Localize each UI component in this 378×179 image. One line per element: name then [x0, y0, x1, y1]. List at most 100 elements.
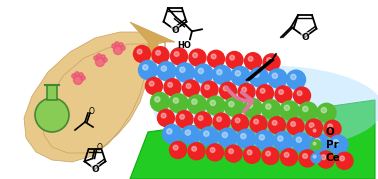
Circle shape: [192, 99, 197, 104]
Circle shape: [181, 126, 200, 145]
Circle shape: [229, 149, 234, 154]
Circle shape: [75, 72, 79, 76]
Circle shape: [173, 145, 178, 150]
Circle shape: [217, 117, 222, 122]
Text: O: O: [89, 107, 95, 115]
Circle shape: [321, 155, 326, 160]
Circle shape: [329, 135, 348, 154]
Circle shape: [168, 83, 172, 87]
Circle shape: [305, 119, 322, 136]
Circle shape: [229, 101, 234, 107]
Circle shape: [200, 127, 218, 146]
Circle shape: [266, 151, 271, 156]
Circle shape: [169, 94, 188, 113]
Circle shape: [280, 101, 299, 120]
Circle shape: [137, 49, 142, 54]
Circle shape: [272, 120, 277, 125]
Circle shape: [235, 71, 240, 76]
Circle shape: [156, 50, 161, 55]
Circle shape: [280, 149, 297, 166]
Circle shape: [259, 135, 265, 140]
Circle shape: [210, 100, 215, 106]
Circle shape: [149, 81, 154, 86]
Circle shape: [318, 151, 335, 168]
Text: O: O: [97, 143, 102, 152]
Circle shape: [206, 96, 225, 115]
Circle shape: [340, 156, 344, 161]
Circle shape: [321, 107, 327, 113]
Circle shape: [297, 91, 302, 96]
Circle shape: [225, 97, 243, 116]
Circle shape: [309, 123, 314, 128]
Polygon shape: [24, 32, 165, 162]
Circle shape: [241, 134, 246, 139]
Circle shape: [225, 145, 242, 162]
Circle shape: [96, 57, 104, 67]
Circle shape: [143, 65, 148, 70]
Circle shape: [313, 155, 316, 158]
Circle shape: [268, 117, 285, 134]
Circle shape: [279, 90, 284, 94]
Circle shape: [222, 132, 228, 138]
Circle shape: [185, 130, 191, 135]
Circle shape: [211, 54, 216, 59]
Circle shape: [73, 76, 82, 84]
Circle shape: [268, 69, 287, 88]
Circle shape: [161, 66, 166, 71]
Circle shape: [94, 56, 98, 60]
Circle shape: [333, 139, 339, 145]
Circle shape: [192, 146, 197, 151]
Circle shape: [213, 113, 230, 130]
FancyBboxPatch shape: [47, 85, 57, 100]
Circle shape: [226, 52, 243, 69]
Circle shape: [204, 131, 209, 136]
Circle shape: [260, 88, 265, 93]
Circle shape: [195, 112, 212, 129]
Circle shape: [247, 103, 253, 108]
Circle shape: [257, 85, 274, 102]
Circle shape: [317, 103, 336, 122]
Circle shape: [267, 58, 271, 62]
Circle shape: [79, 73, 83, 77]
Circle shape: [194, 64, 213, 83]
Circle shape: [138, 61, 158, 79]
Circle shape: [274, 132, 293, 151]
Circle shape: [175, 63, 195, 82]
Circle shape: [262, 100, 280, 119]
Circle shape: [188, 143, 205, 160]
Circle shape: [262, 147, 279, 165]
Circle shape: [186, 84, 191, 88]
Circle shape: [324, 120, 341, 137]
Circle shape: [113, 45, 122, 54]
Circle shape: [287, 118, 304, 135]
Circle shape: [254, 119, 259, 124]
Circle shape: [255, 130, 274, 149]
Circle shape: [205, 85, 209, 90]
Circle shape: [121, 46, 125, 50]
Circle shape: [237, 129, 256, 148]
Circle shape: [103, 58, 107, 62]
Circle shape: [284, 153, 289, 157]
Circle shape: [311, 153, 321, 163]
Circle shape: [158, 110, 175, 127]
Circle shape: [169, 142, 186, 158]
Circle shape: [176, 111, 193, 128]
Circle shape: [254, 72, 259, 77]
Circle shape: [101, 55, 105, 59]
Text: Pr: Pr: [326, 140, 339, 150]
Circle shape: [313, 142, 316, 145]
Circle shape: [299, 102, 318, 121]
Circle shape: [133, 45, 150, 62]
Circle shape: [272, 73, 277, 78]
Circle shape: [150, 93, 169, 112]
Circle shape: [291, 122, 296, 126]
Ellipse shape: [153, 66, 378, 151]
Circle shape: [299, 150, 316, 167]
Text: O: O: [326, 127, 335, 137]
Circle shape: [157, 62, 176, 81]
Circle shape: [303, 106, 308, 112]
Circle shape: [189, 49, 206, 66]
Circle shape: [155, 97, 160, 102]
Circle shape: [247, 150, 252, 155]
Circle shape: [336, 152, 353, 169]
